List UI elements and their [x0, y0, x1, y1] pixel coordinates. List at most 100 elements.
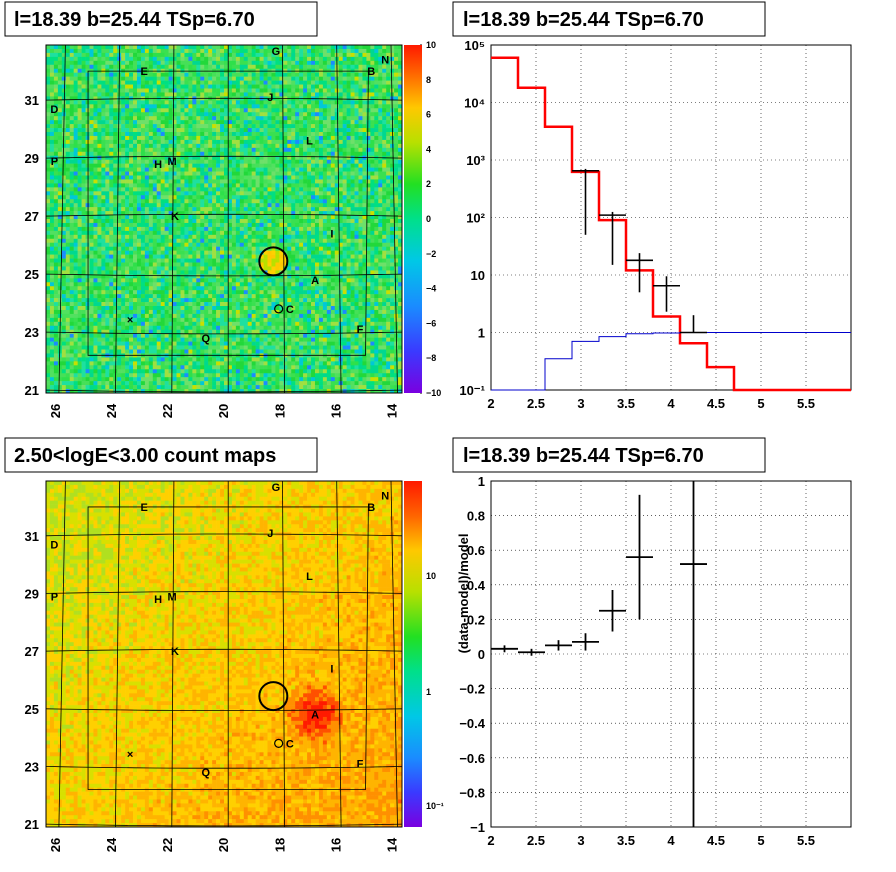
roi-outline — [87, 506, 369, 790]
residual-point — [518, 648, 545, 656]
y-tick-label: 10⁻¹ — [459, 383, 485, 398]
spectrum-plot: 2 2.5 3 3.5 4 4.5 5 5.5 10⁵ 10⁴ 10³ 10² 10 1 10⁻¹ — [459, 38, 852, 411]
count-colorbar — [404, 481, 422, 827]
source-label-N: N — [381, 490, 389, 502]
y-tick-label: 21 — [25, 383, 39, 398]
source-label-I: I — [330, 663, 333, 675]
graticule — [45, 44, 403, 394]
source-marker-o — [274, 738, 284, 748]
source-label-J: J — [267, 528, 273, 540]
x-tick-label: 20 — [216, 838, 231, 852]
y-tick-label: 0.8 — [467, 509, 485, 524]
y-tick-label: −0.4 — [459, 716, 485, 731]
data-point — [680, 315, 707, 334]
y-tick-label: 23 — [25, 759, 39, 774]
colorbar-tick-label: −2 — [426, 249, 436, 259]
colorbar-tick-label: 8 — [426, 75, 431, 85]
y-tick-label: −0.2 — [459, 682, 485, 697]
source-label-I: I — [330, 229, 333, 241]
colorbar-tick-label: 10 — [426, 571, 436, 581]
source-marker-x: × — [127, 749, 133, 761]
source-marker-o — [274, 304, 284, 314]
y-tick-label: 10⁵ — [464, 38, 485, 53]
x-tick-label: 26 — [48, 404, 63, 418]
y-tick-label: 29 — [25, 151, 39, 166]
residual-point — [599, 589, 626, 632]
source-label-Q: Q — [201, 767, 210, 779]
y-tick-label: 23 — [25, 325, 39, 340]
colorbar-tick-label: −4 — [426, 284, 436, 294]
data-point — [599, 211, 626, 265]
x-tick-label: 5 — [757, 833, 764, 848]
top-left-title-box: l=18.39 b=25.44 TSp=6.70 — [4, 1, 318, 37]
x-tick-label: 2.5 — [527, 396, 545, 411]
source-label-B: B — [367, 502, 375, 514]
source-label-G: G — [272, 482, 281, 494]
map-frame — [45, 480, 403, 828]
colorbar-tick-label: 6 — [426, 110, 431, 120]
y-tick-label: 0.4 — [467, 578, 486, 593]
y-tick-label: 27 — [25, 209, 39, 224]
bottom-right-title: l=18.39 b=25.44 TSp=6.70 — [463, 445, 704, 467]
residual-point — [491, 645, 518, 653]
source-marker-x: × — [127, 315, 133, 327]
map-frame — [45, 44, 403, 394]
colorbar-tick-label: 2 — [426, 179, 431, 189]
top-left-title: l=18.39 b=25.44 TSp=6.70 — [14, 9, 255, 31]
map-pixels — [46, 45, 403, 394]
y-tick-label: 31 — [25, 93, 39, 108]
y-tick-label: 0.2 — [467, 612, 485, 627]
x-tick-label: 26 — [48, 838, 63, 852]
x-tick-label: 22 — [160, 404, 175, 418]
top-right-title-box: l=18.39 b=25.44 TSp=6.70 — [452, 1, 766, 37]
colorbar-tick-label: 1 — [426, 687, 431, 697]
y-tick-label: 1 — [478, 326, 485, 341]
x-tick-label: 22 — [160, 838, 175, 852]
y-tick-label: 29 — [25, 586, 39, 601]
y-axis-label: (data-model)/model — [456, 533, 471, 653]
grid — [491, 45, 851, 390]
y-tick-label: 27 — [25, 644, 39, 659]
x-tick-label: 24 — [104, 837, 119, 852]
x-tick-label: 5 — [757, 396, 764, 411]
x-tick-label: 3 — [577, 833, 584, 848]
model-source-line — [491, 332, 851, 391]
source-label-A: A — [311, 275, 319, 287]
source-label-B: B — [367, 66, 375, 78]
source-label-K: K — [171, 211, 179, 223]
model-total-line — [491, 56, 851, 392]
data-point — [653, 276, 680, 312]
source-label-J: J — [267, 92, 273, 104]
x-tick-label: 3.5 — [617, 833, 635, 848]
source-label-H: H — [154, 594, 162, 606]
residual-point — [680, 481, 707, 827]
count-map: 26 24 22 20 18 16 14 21 23 25 27 29 31 G N E B D J L P H M K I A C… — [25, 480, 444, 852]
bottom-left-title-box: 2.50<logE<3.00 count maps — [4, 437, 318, 473]
colorbar-tick-label: 10⁻¹ — [426, 801, 444, 811]
y-tick-label: 10 — [471, 268, 485, 283]
x-tick-label: 4 — [667, 396, 675, 411]
plot-frame — [490, 480, 852, 828]
bottom-left-title: 2.50<logE<3.00 count maps — [14, 445, 276, 467]
x-tick-label: 16 — [328, 838, 343, 852]
y-tick-label: 1 — [478, 474, 485, 489]
source-label-F: F — [357, 759, 364, 771]
source-label-F: F — [357, 324, 364, 336]
source-label-D: D — [50, 539, 58, 551]
y-tick-label: −1 — [470, 820, 485, 835]
residual-plot: 2 2.5 3 3.5 4 4.5 5 5.5 1 0.8 0.6 0.4 0.2 0 −0.2 −0.4 −0… — [456, 474, 852, 848]
x-tick-label: 14 — [384, 403, 399, 418]
y-tick-label: −0.6 — [459, 751, 485, 766]
y-tick-label: −0.8 — [459, 785, 485, 800]
y-tick-label: 10⁴ — [464, 96, 485, 111]
residual-point — [572, 633, 599, 651]
source-label-P: P — [51, 156, 58, 168]
ts-position-circle — [258, 681, 289, 712]
x-tick-label: 5.5 — [797, 396, 815, 411]
y-tick-label: 21 — [25, 817, 39, 832]
map-pixels — [46, 481, 403, 828]
source-label-D: D — [50, 104, 58, 116]
x-tick-label: 4.5 — [707, 396, 725, 411]
top-right-title: l=18.39 b=25.44 TSp=6.70 — [463, 9, 704, 31]
